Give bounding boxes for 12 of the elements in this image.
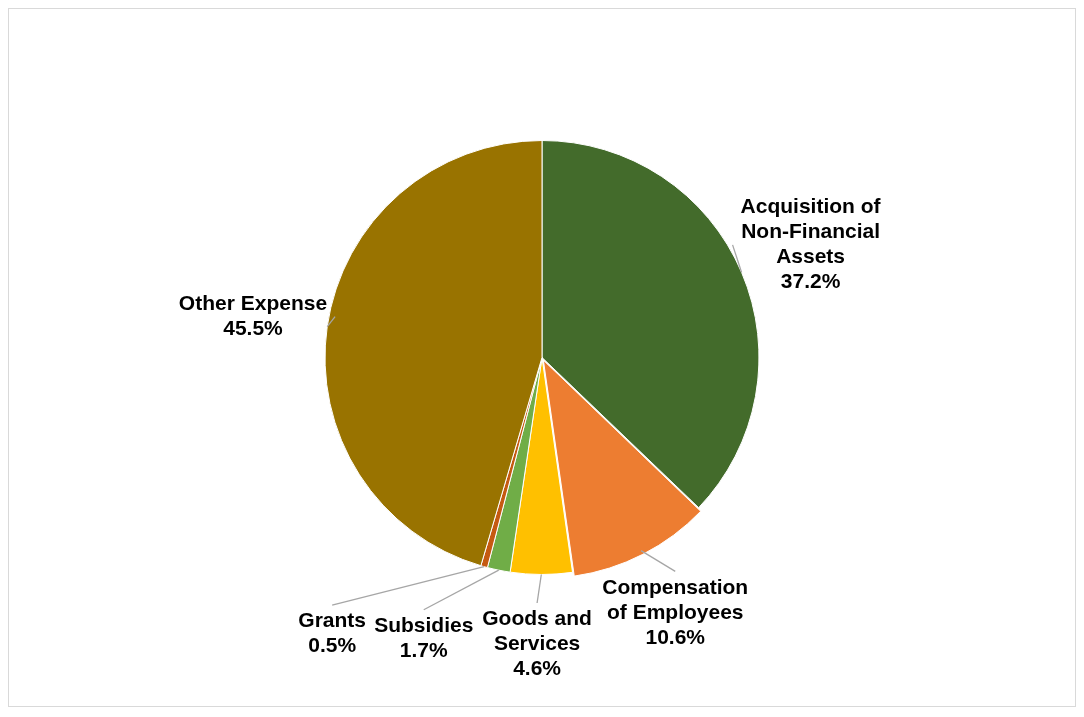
data-label: 10.6% <box>645 624 706 648</box>
slice-label: Other Expense <box>178 290 328 314</box>
data-label: 45.5% <box>223 315 284 339</box>
slice-label: Acquisition of Non-Financial Assets <box>740 194 882 268</box>
data-label: 4.6% <box>513 656 562 680</box>
slice-label: Grants <box>298 608 366 632</box>
slice-label: Compensation of Employees <box>602 574 749 623</box>
data-label: 0.5% <box>308 633 357 657</box>
data-label: 1.7% <box>399 638 448 662</box>
slice-label: Subsidies <box>374 613 474 637</box>
slice-label: Goods and Services <box>482 606 592 655</box>
data-label: 37.2% <box>780 269 841 293</box>
